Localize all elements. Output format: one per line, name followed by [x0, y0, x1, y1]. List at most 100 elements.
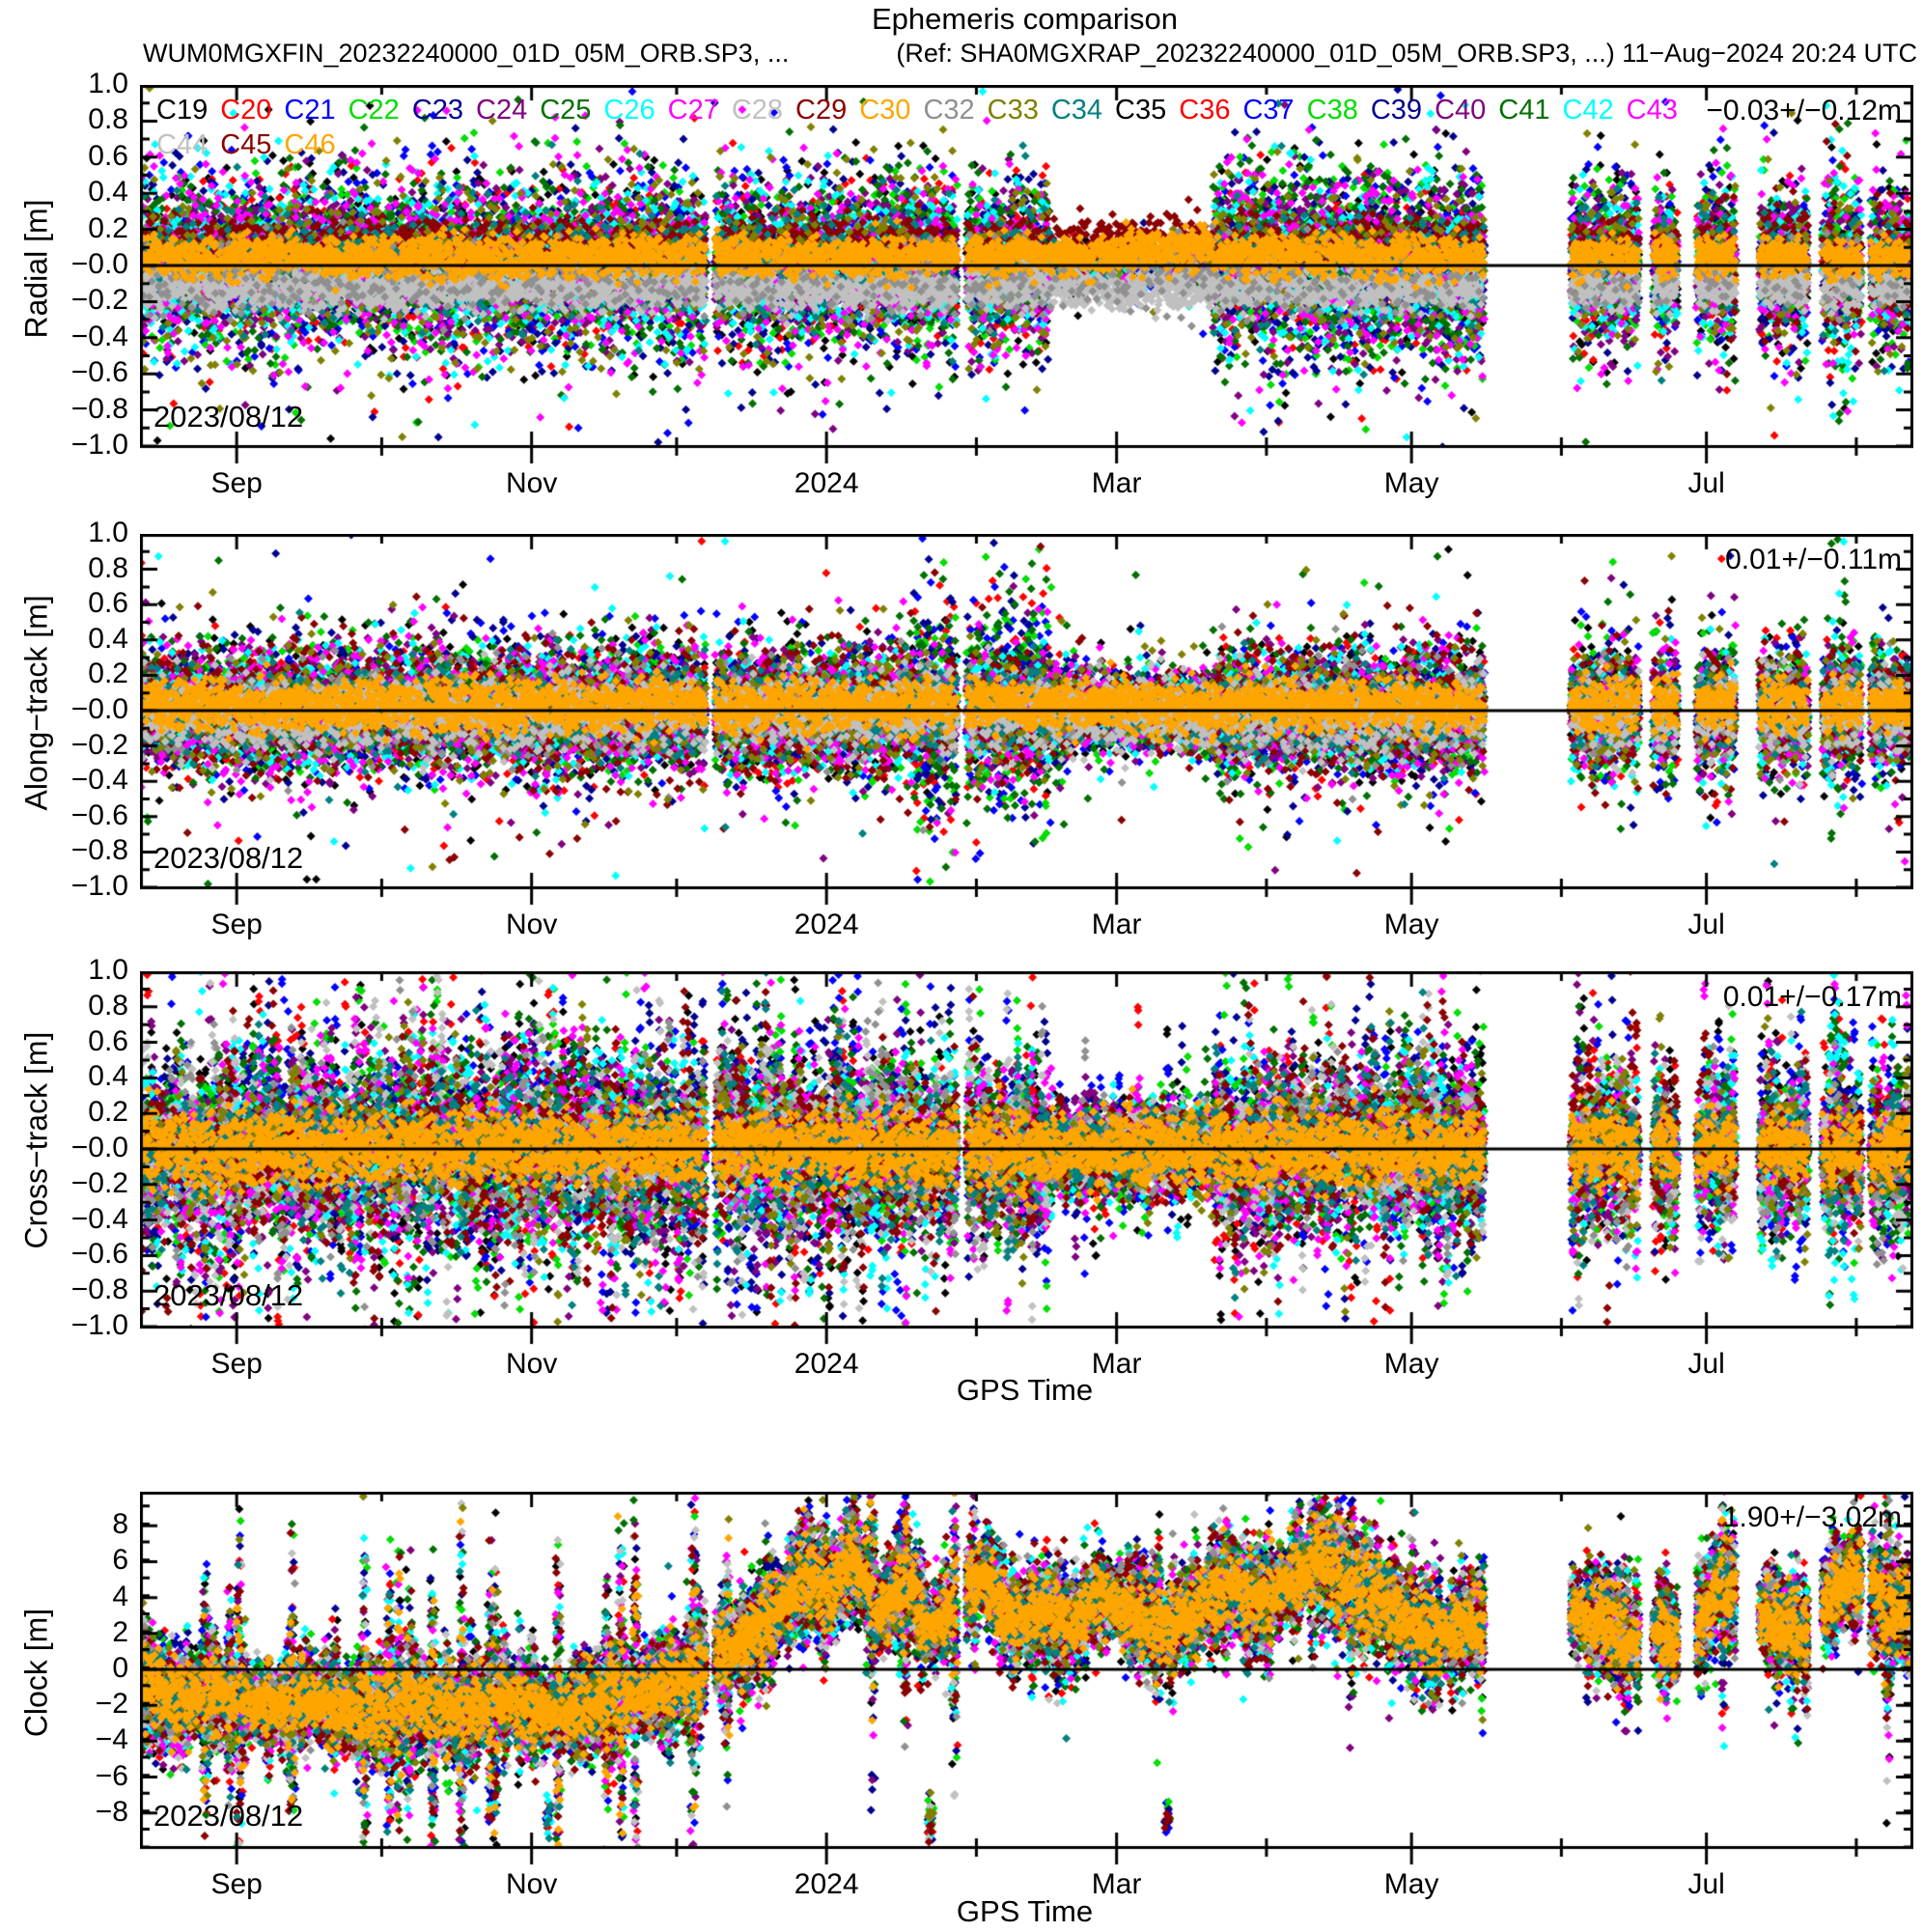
- x-tick-2024-panel1: 2024: [794, 467, 859, 499]
- x-tick-mar-panel1: Mar: [1091, 467, 1142, 499]
- legend-entry-C29: C29: [795, 95, 848, 126]
- legend-entry-C37: C37: [1242, 95, 1295, 126]
- y-tick-clock-6: 6: [112, 1544, 128, 1577]
- legend-entry-C40: C40: [1435, 95, 1487, 126]
- legend-entry-C41: C41: [1498, 95, 1550, 126]
- x-tick-may-panel2: May: [1383, 909, 1439, 940]
- y-tick-clock-0: 0: [112, 1652, 128, 1684]
- cross-track-scatter-plot: [140, 971, 1913, 1354]
- legend-entry-C44: C44: [156, 129, 209, 160]
- legend-entry-C35: C35: [1115, 95, 1167, 126]
- clock-scatter-plot: [140, 1492, 1913, 1874]
- legend-entry-C32: C32: [923, 95, 975, 126]
- legend-entry-C42: C42: [1562, 95, 1614, 126]
- x-tick-may-panel1: May: [1383, 467, 1439, 499]
- clock-start-date-label: 2023/08/12: [153, 1799, 304, 1833]
- y-tick-cross-track-1.0: 1.0: [88, 954, 128, 986]
- chart-title: Ephemeris comparison: [871, 2, 1179, 36]
- along-track-start-date-label: 2023/08/12: [153, 841, 304, 875]
- y-tick-clock-−6: −6: [95, 1759, 128, 1792]
- legend-entry-C22: C22: [348, 95, 400, 126]
- x-tick-mar-panel4: Mar: [1091, 1868, 1142, 1900]
- legend-entry-C27: C27: [667, 95, 719, 126]
- legend-entry-C38: C38: [1306, 95, 1358, 126]
- y-tick-cross-track-−0.0: −0.0: [70, 1132, 128, 1163]
- y-tick-along-track-0.4: 0.4: [88, 622, 128, 655]
- legend-entry-C24: C24: [476, 95, 528, 126]
- legend-entry-C28: C28: [731, 95, 784, 126]
- x-tick-jul-panel1: Jul: [1687, 467, 1725, 499]
- y-tick-radial-−0.6: −0.6: [70, 356, 128, 389]
- x-tick-nov-panel1: Nov: [505, 467, 558, 499]
- x-tick-2024-panel4: 2024: [794, 1868, 859, 1900]
- y-tick-radial-−0.2: −0.2: [70, 284, 128, 317]
- legend-entry-C43: C43: [1626, 95, 1678, 126]
- y-tick-cross-track-0.8: 0.8: [88, 989, 128, 1022]
- legend-entry-C34: C34: [1050, 95, 1103, 126]
- x-tick-2024-panel2: 2024: [794, 909, 859, 940]
- y-tick-cross-track-−1.0: −1.0: [70, 1309, 128, 1341]
- x-tick-jul-panel3: Jul: [1687, 1348, 1725, 1380]
- y-tick-cross-track-−0.6: −0.6: [70, 1238, 128, 1271]
- y-tick-along-track-−1.0: −1.0: [70, 870, 128, 902]
- y-tick-along-track-−0.6: −0.6: [70, 798, 128, 831]
- legend-entry-C46: C46: [284, 129, 336, 160]
- y-tick-cross-track-0.6: 0.6: [88, 1024, 128, 1057]
- x-tick-mar-panel3: Mar: [1091, 1348, 1142, 1380]
- cross-track-x-axis-label: GPS Time: [956, 1373, 1094, 1407]
- x-tick-nov-panel3: Nov: [505, 1348, 558, 1380]
- y-tick-radial-0.4: 0.4: [88, 176, 128, 209]
- y-tick-clock-−8: −8: [95, 1795, 128, 1828]
- y-tick-radial-−0.0: −0.0: [70, 248, 128, 280]
- y-tick-along-track-−0.4: −0.4: [70, 764, 128, 797]
- y-tick-radial-−1.0: −1.0: [70, 429, 128, 461]
- y-tick-radial-−0.4: −0.4: [70, 320, 128, 352]
- reference-file-and-timestamp-label: (Ref: SHA0MGXRAP_20232240000_01D_05M_ORB…: [896, 39, 1917, 68]
- x-tick-mar-panel2: Mar: [1091, 909, 1142, 940]
- legend-entry-C21: C21: [284, 95, 336, 126]
- y-tick-along-track-−0.8: −0.8: [70, 834, 128, 867]
- legend-entry-C20: C20: [220, 95, 272, 126]
- radial-stat-label: −0.03+/−0.12m: [1706, 95, 1902, 126]
- y-tick-along-track-0.6: 0.6: [88, 587, 128, 620]
- y-tick-cross-track-−0.4: −0.4: [70, 1202, 128, 1235]
- satellite-legend-row-2: C44 C45 C46: [156, 129, 348, 161]
- x-tick-may-panel4: May: [1383, 1868, 1439, 1900]
- x-tick-sep-panel3: Sep: [210, 1348, 263, 1380]
- legend-entry-C36: C36: [1179, 95, 1231, 126]
- y-tick-cross-track-0.4: 0.4: [88, 1060, 128, 1093]
- y-tick-radial-1.0: 1.0: [88, 68, 128, 99]
- legend-entry-C26: C26: [603, 95, 655, 126]
- x-tick-sep-panel4: Sep: [210, 1868, 263, 1900]
- radial-scatter-plot: [140, 85, 1913, 473]
- y-tick-radial-0.2: 0.2: [88, 211, 128, 244]
- legend-entry-C30: C30: [859, 95, 911, 126]
- y-tick-clock-−2: −2: [95, 1688, 128, 1721]
- x-tick-nov-panel2: Nov: [505, 909, 558, 940]
- y-tick-clock-2: 2: [112, 1615, 128, 1648]
- y-tick-along-track-0.2: 0.2: [88, 658, 128, 690]
- y-tick-clock-−4: −4: [95, 1723, 128, 1756]
- x-tick-jul-panel4: Jul: [1687, 1868, 1725, 1900]
- x-tick-nov-panel4: Nov: [505, 1868, 558, 1900]
- y-tick-clock-8: 8: [112, 1508, 128, 1541]
- y-tick-radial-0.8: 0.8: [88, 103, 128, 136]
- legend-entry-C39: C39: [1370, 95, 1423, 126]
- y-tick-cross-track-−0.8: −0.8: [70, 1274, 128, 1306]
- y-tick-radial-−0.8: −0.8: [70, 392, 128, 425]
- cross-track-stat-label: 0.01+/−0.17m: [1722, 981, 1902, 1013]
- x-tick-2024-panel3: 2024: [794, 1348, 859, 1380]
- legend-entry-C23: C23: [411, 95, 464, 126]
- source-file-label: WUM0MGXFIN_20232240000_01D_05M_ORB.SP3, …: [143, 39, 790, 68]
- along-track-stat-label: 0.01+/−0.11m: [1725, 544, 1902, 575]
- y-tick-clock-4: 4: [112, 1580, 128, 1612]
- y-tick-radial-0.6: 0.6: [88, 139, 128, 172]
- x-tick-sep-panel2: Sep: [210, 909, 263, 940]
- along-track-scatter-plot: [140, 534, 1913, 914]
- y-tick-cross-track-0.2: 0.2: [88, 1096, 128, 1129]
- legend-entry-C19: C19: [156, 95, 209, 126]
- y-tick-cross-track-−0.2: −0.2: [70, 1166, 128, 1199]
- legend-entry-C45: C45: [220, 129, 272, 160]
- y-tick-along-track-−0.0: −0.0: [70, 693, 128, 725]
- y-tick-along-track-0.8: 0.8: [88, 551, 128, 584]
